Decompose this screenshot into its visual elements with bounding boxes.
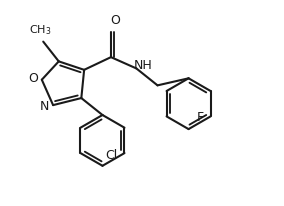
Text: Cl: Cl — [106, 149, 118, 162]
Text: N: N — [40, 100, 49, 113]
Text: O: O — [28, 72, 38, 85]
Text: O: O — [110, 14, 120, 27]
Text: NH: NH — [134, 59, 153, 72]
Text: CH$_3$: CH$_3$ — [29, 23, 52, 36]
Text: F: F — [197, 111, 204, 124]
